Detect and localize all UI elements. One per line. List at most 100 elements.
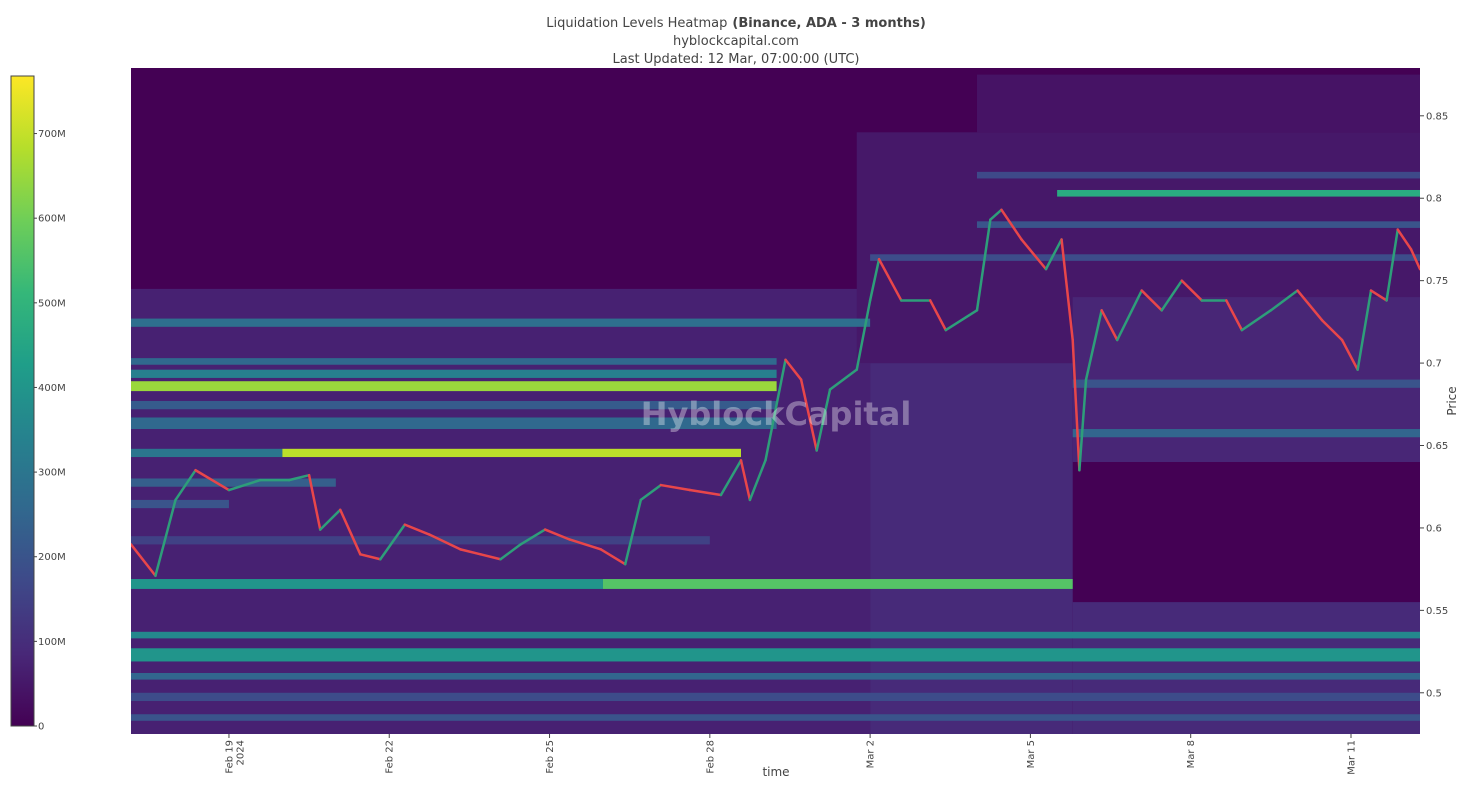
price-segment	[1269, 289, 1299, 312]
colorbar-tick-label: 400M	[38, 383, 66, 394]
heat-cell	[131, 417, 777, 430]
heat-cell	[131, 381, 777, 392]
price-segment	[519, 528, 547, 546]
price-segment	[154, 498, 177, 577]
price-segment	[855, 299, 872, 371]
heat-cell	[131, 448, 283, 458]
heat-cell	[131, 499, 229, 509]
heat-cell	[1072, 602, 1420, 734]
price-segment	[639, 483, 663, 502]
price-segment	[1160, 279, 1184, 312]
x-axis-label: time	[762, 765, 789, 779]
updated: Last Updated: 12 Mar, 07:00:00 (UTC)	[613, 52, 860, 67]
price-segment	[719, 459, 743, 497]
price-segment	[1020, 238, 1048, 271]
heat-cell	[976, 171, 1420, 179]
price-segment	[815, 388, 832, 452]
x-tick-label: Feb 28	[705, 740, 716, 774]
price-segment	[877, 257, 903, 302]
chart-title: Liquidation Levels Heatmap (Binance, ADA …	[546, 16, 926, 31]
x-tick-label: Mar 11	[1346, 740, 1357, 775]
y-tick-label: 0.75	[1426, 276, 1448, 287]
heat-cell	[1072, 379, 1420, 388]
heat-cell	[131, 648, 1420, 662]
colorbar-tick-label: 100M	[38, 637, 66, 648]
heat-cell	[131, 536, 710, 545]
price-segment	[403, 523, 431, 536]
price-segment	[739, 459, 752, 502]
price-segment	[599, 548, 627, 566]
price-segment	[1078, 378, 1088, 472]
watermark: HyblockCapital	[641, 395, 912, 433]
colorbar-tick-label: 0	[38, 722, 44, 733]
y-tick-label: 0.8	[1426, 194, 1442, 205]
price-segment	[688, 488, 723, 497]
heat-cell	[131, 288, 871, 734]
y-tick-label: 0.6	[1426, 523, 1442, 534]
price-segment	[339, 508, 362, 556]
y-tick-label: 0.65	[1426, 441, 1448, 452]
subtitle: hyblockcapital.com	[673, 34, 799, 49]
price-segment	[975, 218, 992, 312]
heat-cell	[870, 363, 1073, 734]
plot-area	[131, 68, 1420, 734]
price-segment	[287, 473, 311, 482]
price-segment	[748, 459, 767, 502]
price-segment	[1100, 309, 1119, 342]
price-segment	[379, 523, 407, 561]
price-segment	[1060, 238, 1074, 342]
heat-cell	[976, 221, 1420, 228]
price-segment	[1044, 238, 1063, 271]
heat-cell	[976, 74, 1420, 133]
heat-cell	[282, 448, 741, 458]
price-segment	[1180, 279, 1204, 302]
heat-cell	[131, 358, 777, 365]
price-segment	[1140, 289, 1164, 312]
price-segment	[568, 538, 602, 551]
title-main: Liquidation Levels Heatmap	[546, 16, 727, 31]
price-segment	[659, 483, 692, 492]
y-axis-label: Price	[1445, 386, 1459, 415]
x-tick-label: Mar 2	[866, 740, 877, 768]
heat-cell	[131, 673, 1420, 680]
heat-cell	[131, 369, 777, 378]
heat-cell	[131, 692, 1420, 702]
heat-cell	[1072, 429, 1420, 438]
x-tick-label: Mar 8	[1186, 740, 1197, 768]
price-segment	[1340, 338, 1359, 371]
price-segment	[194, 468, 231, 492]
y-tick-label: 0.7	[1426, 359, 1442, 370]
y-tick-label: 0.5	[1426, 688, 1442, 699]
price-segment	[1296, 289, 1324, 322]
price-segment	[1356, 289, 1373, 371]
heat-cell	[131, 714, 1420, 721]
price-segment	[1320, 318, 1344, 342]
colorbar-tick-label: 600M	[38, 214, 66, 225]
x-tick-label: Feb 25	[545, 740, 556, 774]
price-segment	[1369, 289, 1388, 302]
price-segment	[1115, 289, 1143, 342]
price-segment	[1240, 309, 1273, 332]
price-segment	[944, 309, 979, 332]
price-segment	[1071, 338, 1081, 472]
y-tick-label: 0.55	[1426, 606, 1448, 617]
price-segment	[989, 208, 1003, 221]
price-segment	[764, 358, 787, 462]
colorbar-tick-label: 700M	[38, 129, 66, 140]
heat-cell	[1057, 189, 1420, 197]
price-segment	[543, 528, 571, 541]
x-tick-year: 2024	[235, 740, 246, 765]
heat-cell	[131, 401, 777, 410]
price-segment	[828, 368, 859, 391]
price-segment	[928, 299, 948, 332]
price-segment	[1385, 228, 1399, 302]
colorbar-tick-label: 300M	[38, 468, 66, 479]
x-tick-label: Mar 5	[1026, 740, 1037, 768]
price-segment	[318, 508, 342, 531]
price-segment	[131, 543, 157, 577]
price-segment	[479, 553, 502, 561]
heat-cell	[131, 318, 871, 327]
price-segment	[868, 257, 881, 302]
price-segment	[459, 548, 482, 556]
